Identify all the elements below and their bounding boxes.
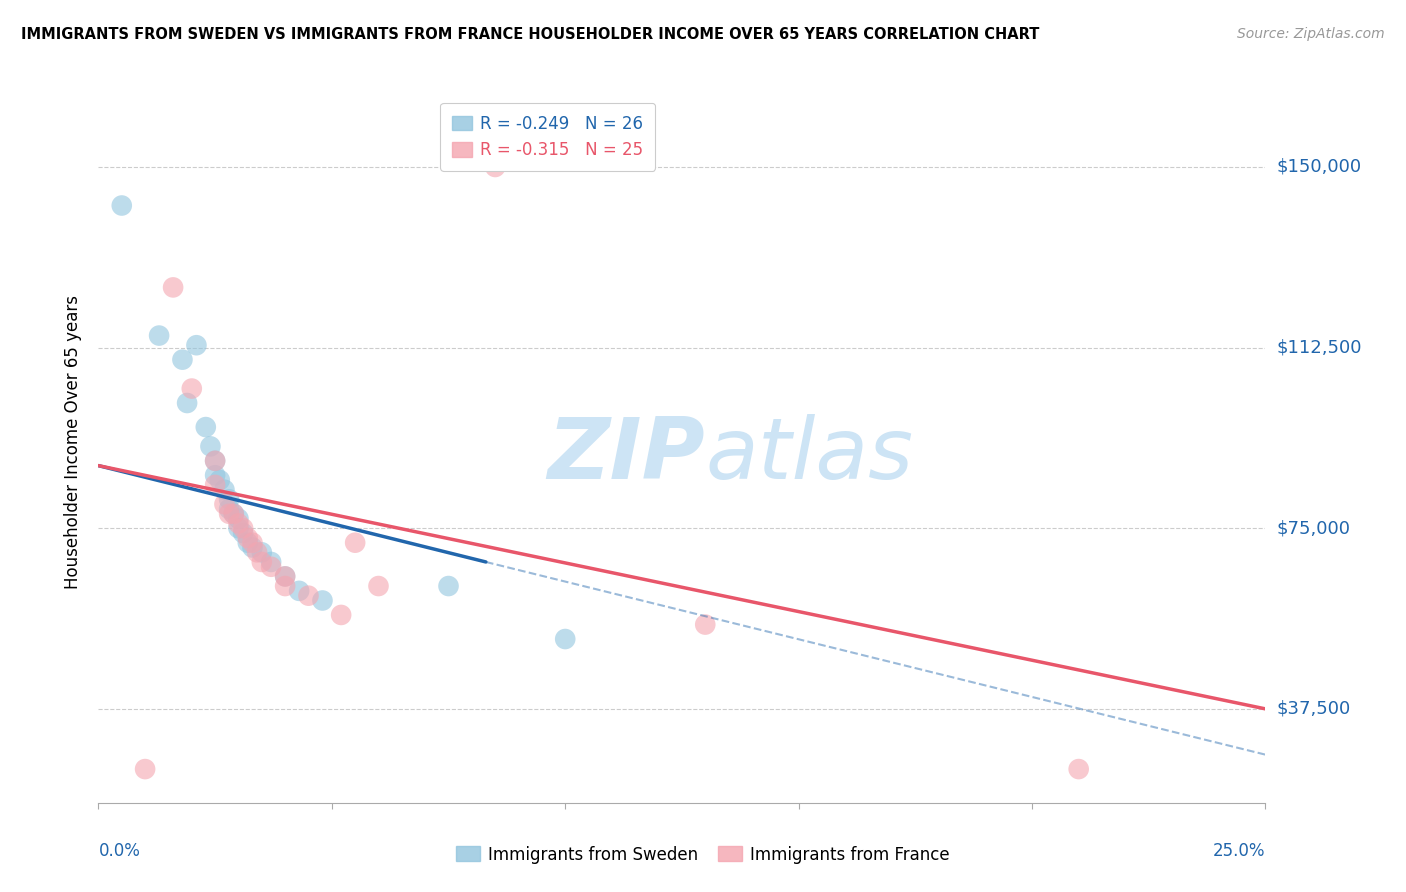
Point — [461, 136, 484, 150]
Point — [218, 492, 240, 507]
Text: atlas: atlas — [706, 415, 914, 498]
Point — [554, 632, 576, 646]
Text: Source: ZipAtlas.com: Source: ZipAtlas.com — [1237, 27, 1385, 41]
Text: IMMIGRANTS FROM SWEDEN VS IMMIGRANTS FROM FRANCE HOUSEHOLDER INCOME OVER 65 YEAR: IMMIGRANTS FROM SWEDEN VS IMMIGRANTS FRO… — [21, 27, 1039, 42]
Point — [204, 468, 226, 483]
Point — [162, 280, 184, 294]
Point — [484, 160, 506, 174]
Point — [176, 396, 198, 410]
Point — [1067, 762, 1090, 776]
Point — [218, 507, 240, 521]
Text: $37,500: $37,500 — [1277, 700, 1351, 718]
Point — [367, 579, 389, 593]
Point — [204, 454, 226, 468]
Point — [232, 521, 254, 535]
Point — [218, 502, 240, 516]
Point — [228, 511, 250, 525]
Text: $112,500: $112,500 — [1277, 339, 1362, 357]
Point — [250, 545, 273, 559]
Point — [172, 352, 194, 367]
Text: 25.0%: 25.0% — [1213, 842, 1265, 860]
Text: ZIP: ZIP — [547, 415, 706, 498]
Point — [437, 579, 460, 593]
Point — [695, 617, 717, 632]
Point — [246, 545, 269, 559]
Point — [194, 420, 217, 434]
Point — [260, 559, 283, 574]
Point — [288, 583, 311, 598]
Point — [111, 198, 134, 212]
Point — [222, 507, 245, 521]
Point — [228, 521, 250, 535]
Point — [236, 531, 259, 545]
Text: $75,000: $75,000 — [1277, 519, 1351, 537]
Point — [330, 607, 353, 622]
Point — [208, 473, 231, 487]
Point — [204, 454, 226, 468]
Point — [236, 535, 259, 549]
Point — [242, 541, 264, 555]
Point — [200, 439, 222, 453]
Point — [260, 555, 283, 569]
Point — [148, 328, 170, 343]
Text: $150,000: $150,000 — [1277, 158, 1361, 176]
Point — [250, 555, 273, 569]
Point — [274, 569, 297, 583]
Point — [214, 497, 236, 511]
Point — [204, 478, 226, 492]
Point — [180, 382, 202, 396]
Point — [344, 535, 367, 549]
Point — [228, 516, 250, 531]
Legend: R = -0.249   N = 26, R = -0.315   N = 25: R = -0.249 N = 26, R = -0.315 N = 25 — [440, 103, 655, 170]
Point — [232, 526, 254, 541]
Point — [222, 507, 245, 521]
Text: 0.0%: 0.0% — [98, 842, 141, 860]
Legend: Immigrants from Sweden, Immigrants from France: Immigrants from Sweden, Immigrants from … — [450, 839, 956, 871]
Point — [297, 589, 319, 603]
Point — [214, 483, 236, 497]
Point — [274, 569, 297, 583]
Y-axis label: Householder Income Over 65 years: Householder Income Over 65 years — [65, 294, 83, 589]
Point — [274, 579, 297, 593]
Point — [186, 338, 208, 352]
Point — [311, 593, 333, 607]
Point — [134, 762, 156, 776]
Point — [242, 535, 264, 549]
